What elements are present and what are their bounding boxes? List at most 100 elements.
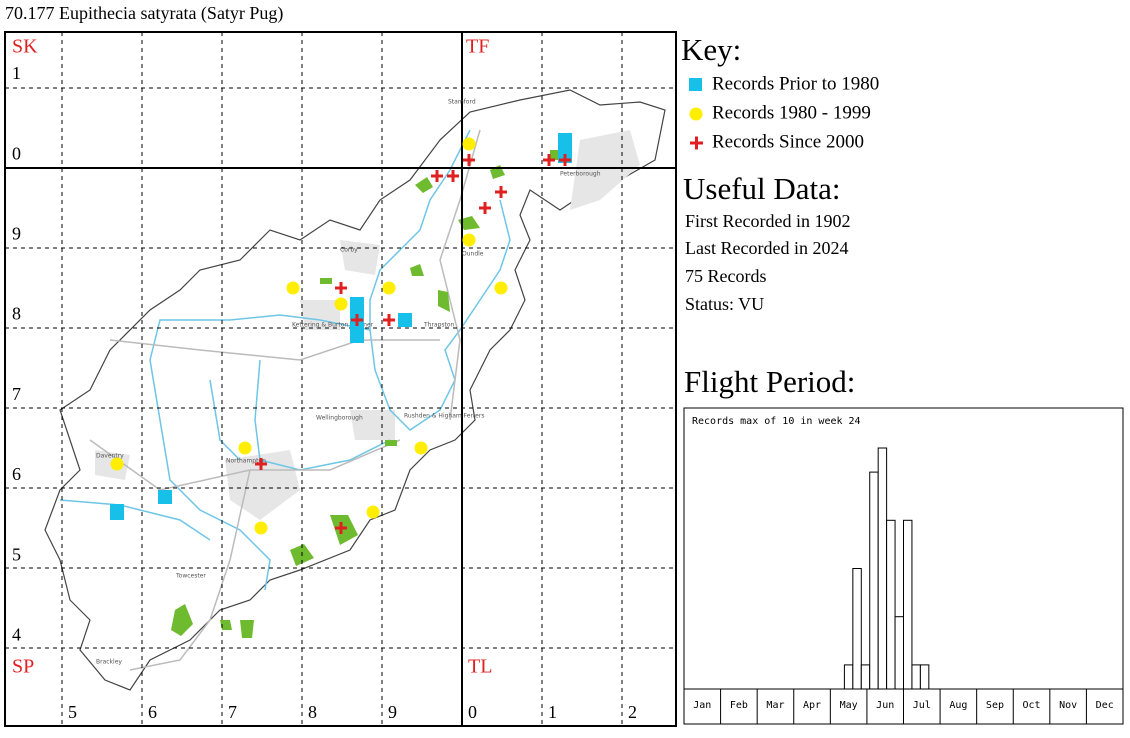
easting-label: 1 [548,702,557,722]
week-bar [852,568,862,690]
key: Key: Records Prior to 1980 Records 1980 … [681,32,879,152]
northing-label: 6 [12,464,21,484]
easting-label: 7 [228,702,237,722]
record-1980-1999 [414,441,428,455]
useful-data-line: Status: VU [685,294,764,314]
month-label: Apr [803,700,821,711]
grid-square-label: SP [12,656,34,678]
record-1980-1999 [462,137,476,151]
record-1980-1999 [110,457,124,471]
week-bar [911,664,921,690]
record-since-2000 [463,154,475,166]
record-1980-1999 [254,521,268,535]
northing-label: 1 [12,63,21,83]
record-since-2000 [383,314,395,326]
easting-label: 2 [628,702,637,722]
place-name: Stamford [448,99,476,106]
record-since-2000 [335,522,347,534]
place-name: Daventry [96,453,124,460]
rivers [59,129,511,591]
record-1980-1999 [334,297,348,311]
week-bar [869,471,879,690]
record-prior-1980 [398,313,412,327]
easting-label: 6 [148,702,157,722]
record-prior-1980 [558,133,572,163]
week-bar [843,664,854,690]
month-label: Aug [949,700,967,711]
place-name: Brackley [96,659,122,666]
place-name: Kettering & Burton Latimer [292,322,374,329]
title: 70.177 Eupithecia satyrata (Satyr Pug) [5,3,283,24]
record-since-2000 [495,186,507,198]
key-since-2000-swatch [690,136,703,150]
month-label: Jun [876,700,894,711]
record-1980-1999 [366,505,380,519]
month-label: Mar [766,700,784,711]
place-name: Rushden & Higham Ferrers [404,413,484,420]
records [110,133,572,535]
northing-label: 8 [12,304,21,324]
record-prior-1980 [110,504,124,520]
roads [89,129,481,671]
key-item: Records Since 2000 [712,131,864,152]
northing-label: 7 [12,384,21,404]
month-label: Jan [693,700,711,711]
record-1980-1999 [462,233,476,247]
key-item: Records 1980 - 1999 [712,102,871,123]
grid-square-label: SK [12,36,38,58]
place-name: Oundle [462,251,484,258]
month-label: Dec [1096,700,1114,711]
week-bar [919,664,930,690]
key-prior-1980-swatch [689,78,702,91]
record-since-2000 [559,154,571,166]
easting-label: 8 [308,702,317,722]
month-label: Nov [1059,700,1077,711]
record-since-2000 [255,458,267,470]
record-1980-1999 [286,281,300,295]
useful-data-title: Useful Data: [683,171,841,206]
key-title: Key: [681,32,741,67]
place-name: Peterborough [560,171,601,178]
record-since-2000 [351,314,363,326]
record-since-2000 [431,170,443,182]
week-bar [894,616,904,690]
record-since-2000 [479,202,491,214]
month-label: Jul [913,700,931,711]
record-1980-1999 [238,441,252,455]
useful-data-line: Last Recorded in 2024 [685,238,848,258]
month-label: Feb [730,700,748,711]
place-name: Wellingborough [316,415,363,422]
northing-label: 5 [12,544,21,564]
month-label: May [840,700,858,711]
northing-label: 4 [12,625,21,645]
place-name: Corby [340,247,358,254]
key-1980-1999-swatch [689,107,703,121]
key-item: Records Prior to 1980 [712,73,879,94]
place-name: Northampton [226,458,266,465]
easting-label: 9 [388,702,397,722]
northing-label: 9 [12,224,21,244]
week-bar [903,519,913,690]
useful-data-line: 75 Records [685,266,766,286]
place-name: Towcester [175,573,206,580]
record-1980-1999 [494,281,508,295]
places: Stamford Peterborough Oundle Corby Kettering… [96,99,601,666]
month-label: Oct [1023,700,1041,711]
record-prior-1980 [158,490,172,504]
record-since-2000 [447,170,459,182]
week-bar [860,664,871,690]
flight-title: Flight Period: [684,364,855,399]
easting-label: 5 [68,702,77,722]
flight-chart: Records max of 10 in week 24 Jan Feb Mar Ap… [683,407,1124,725]
chart-annotation: Records max of 10 in week 24 [692,416,861,427]
week-bar [886,519,896,690]
week-bar [877,447,888,690]
useful-data-line: First Recorded in 1902 [685,211,850,231]
northing-label: 0 [12,143,21,163]
useful-data: Useful Data: First Recorded in 1902 Last… [683,171,850,314]
record-since-2000 [335,282,347,294]
month-label: Sep [986,700,1004,711]
easting-label: 0 [468,702,477,722]
